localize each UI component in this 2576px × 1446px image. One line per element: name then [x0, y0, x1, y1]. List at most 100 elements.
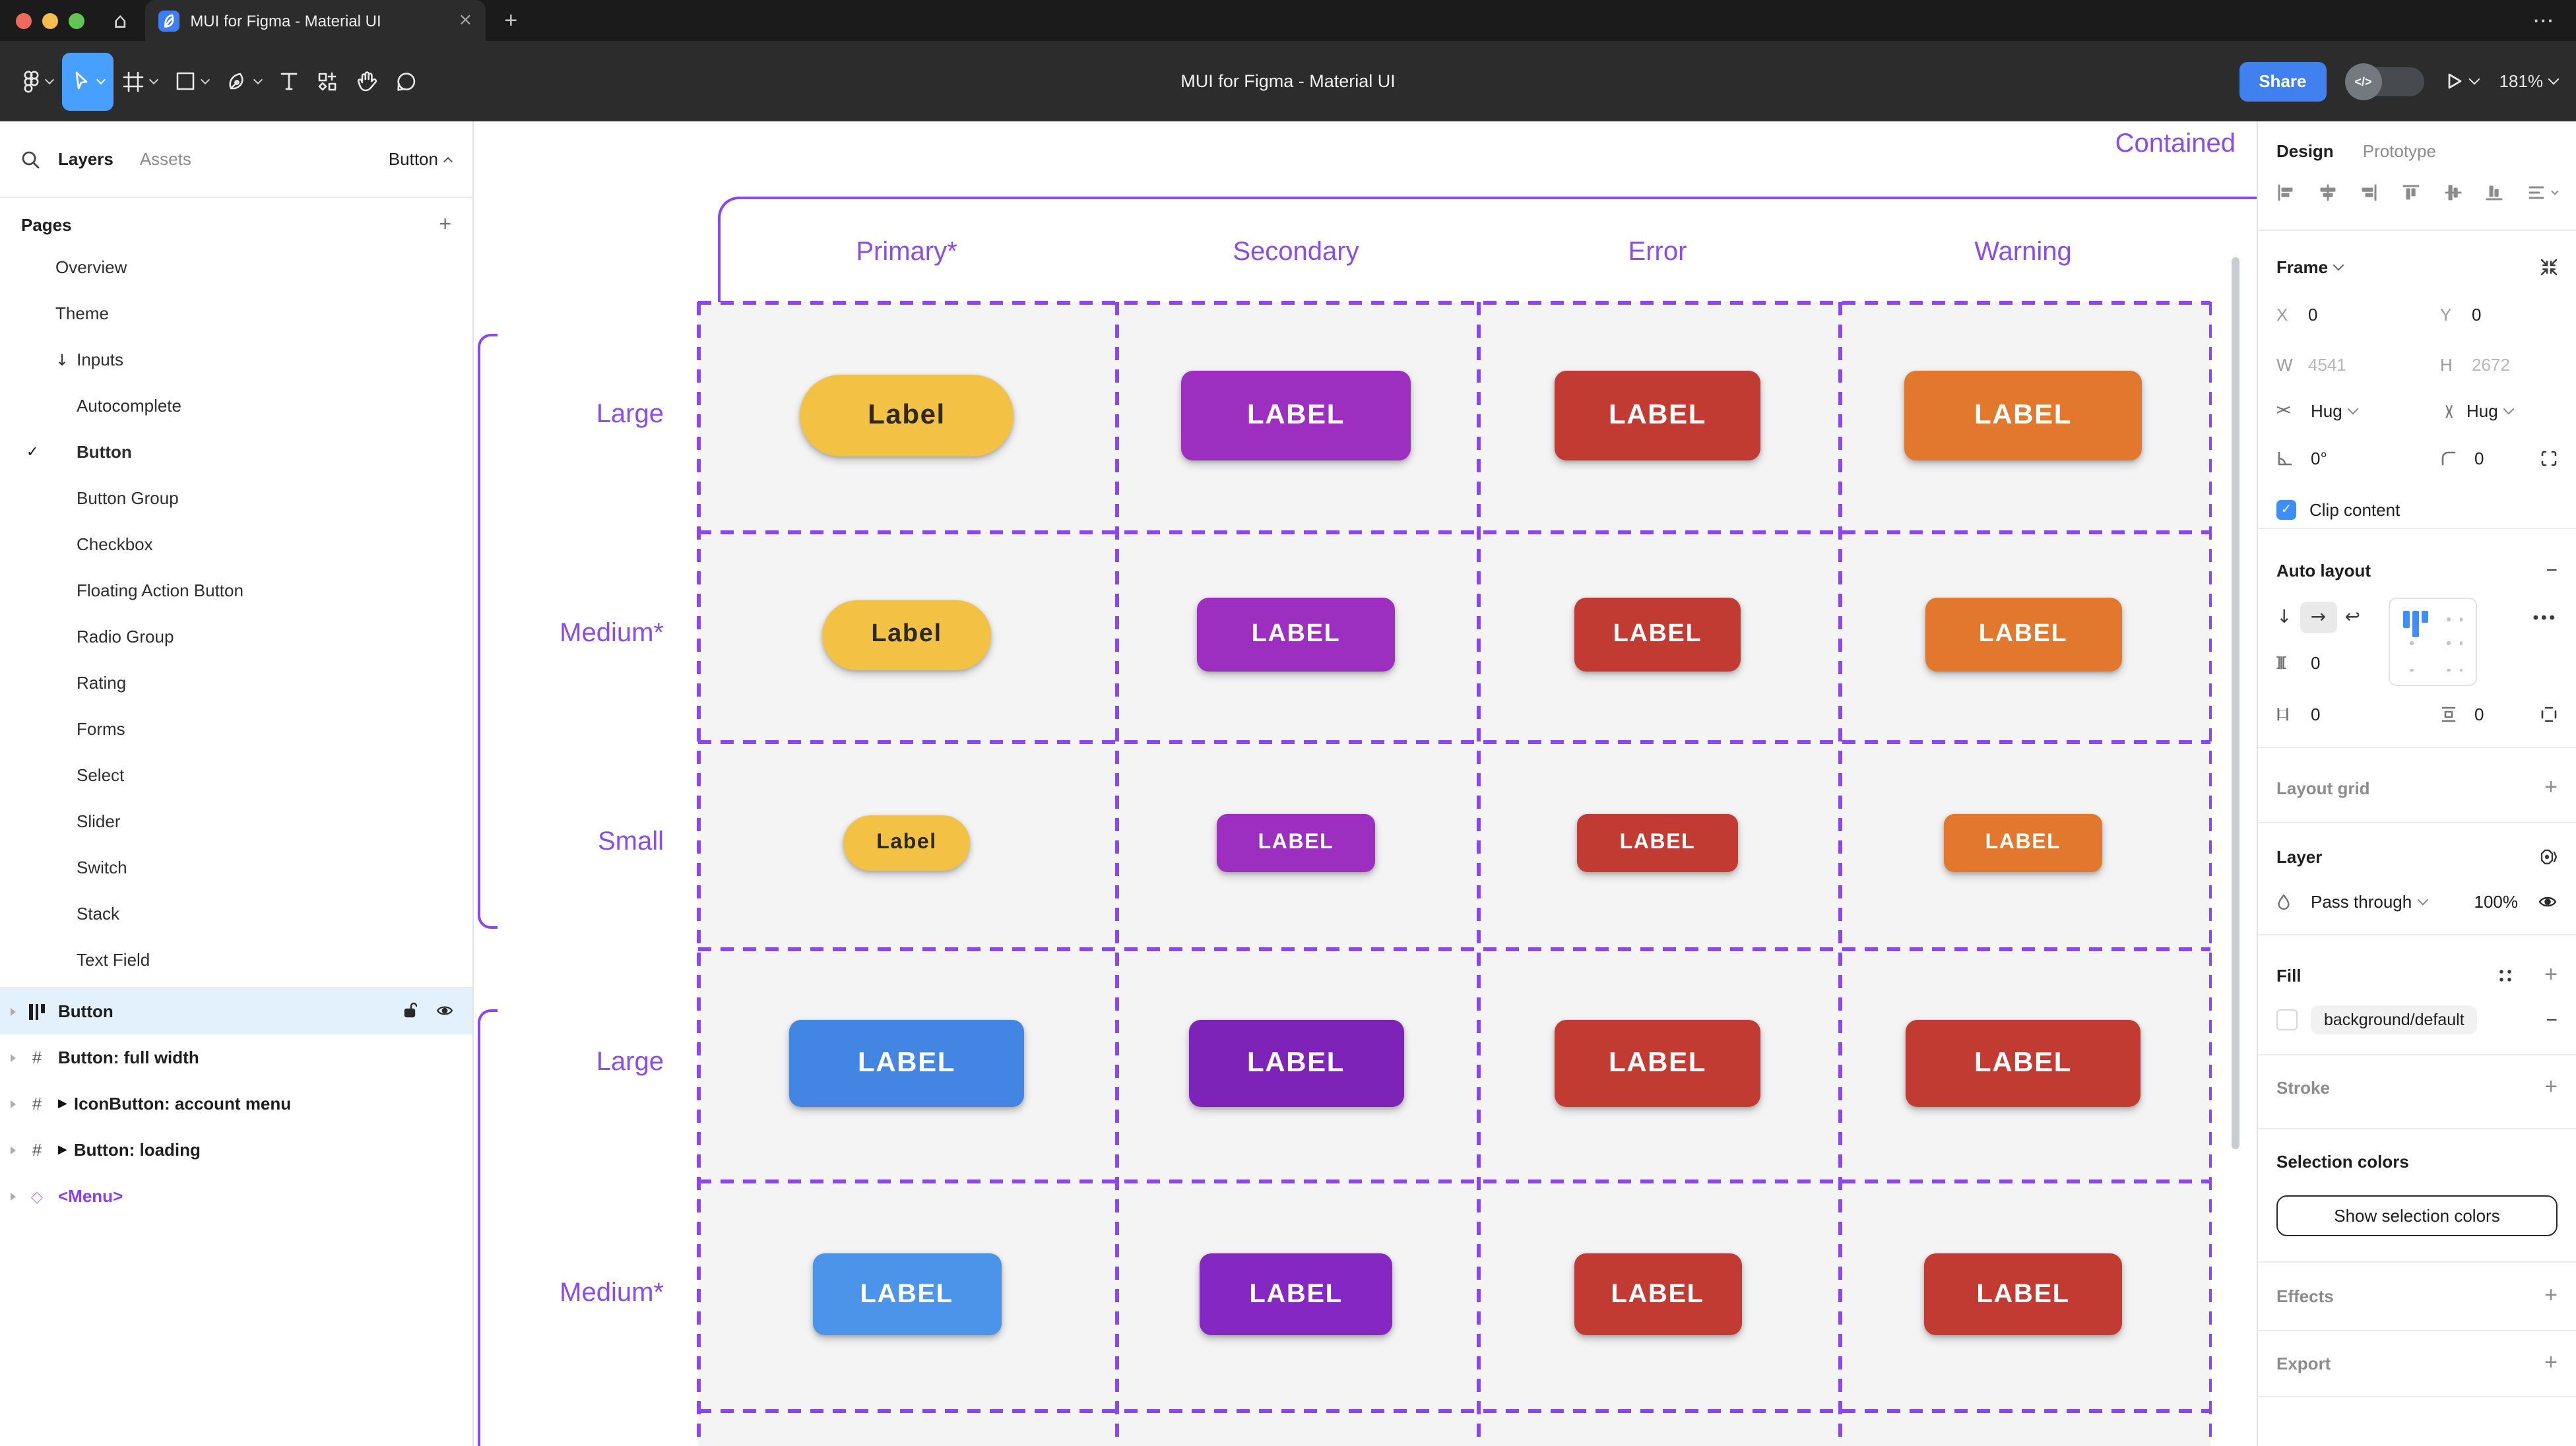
disclosure-triangle-icon[interactable]: [11, 1192, 16, 1200]
clip-content-checkbox[interactable]: ✓: [2276, 499, 2296, 519]
canvas-button-medium-warning[interactable]: LABEL: [1925, 598, 2121, 672]
align-bottom-icon[interactable]: [2486, 183, 2504, 202]
page-item-checkbox[interactable]: Checkbox: [0, 521, 472, 567]
x-input[interactable]: 0: [2308, 304, 2318, 324]
main-menu-button[interactable]: [13, 52, 62, 110]
canvas-button-small-warning[interactable]: LABEL: [1944, 814, 2102, 872]
auto-layout-more-icon[interactable]: •••: [2532, 608, 2558, 627]
fill-token-chip[interactable]: background/default: [2311, 1005, 2478, 1034]
blend-mode-icon[interactable]: [2538, 848, 2558, 865]
canvas-button-medium-primary[interactable]: LABEL: [812, 1253, 1001, 1335]
canvas-button-medium-error[interactable]: LABEL: [1574, 598, 1741, 672]
shape-tool[interactable]: [166, 52, 218, 110]
align-left-icon[interactable]: [2276, 183, 2295, 202]
zoom-menu[interactable]: 181%: [2499, 71, 2560, 91]
frame-tool-chevron[interactable]: [148, 74, 159, 84]
move-tool-chevron[interactable]: [96, 74, 106, 84]
page-item-text-field[interactable]: Text Field: [0, 937, 472, 983]
canvas-button-small-secondary[interactable]: LABEL: [1217, 814, 1375, 872]
present-button[interactable]: [2445, 71, 2480, 91]
y-input[interactable]: 0: [2472, 304, 2482, 324]
layer-visibility-eye-icon[interactable]: [2538, 894, 2558, 908]
search-icon[interactable]: [21, 150, 40, 168]
canvas-button-large-error[interactable]: LABEL: [1555, 371, 1760, 460]
disclosure-triangle-icon[interactable]: [11, 1007, 16, 1015]
align-vertical-center-icon[interactable]: [2443, 183, 2462, 202]
layer-row-button-full-width[interactable]: # Button: full width: [0, 1034, 472, 1081]
vertical-resizing-select[interactable]: Hug: [2466, 400, 2498, 420]
layer-row--menu-[interactable]: ◇ <Menu>: [0, 1173, 472, 1219]
visibility-eye-icon[interactable]: [435, 1001, 454, 1021]
hand-tool[interactable]: [347, 52, 387, 110]
opacity-input[interactable]: 100%: [2474, 891, 2519, 911]
canvas-button-large-error[interactable]: LABEL: [1555, 1020, 1760, 1107]
page-item-slider[interactable]: Slider: [0, 798, 472, 844]
tab-layers[interactable]: Layers: [58, 149, 113, 169]
page-item-switch[interactable]: Switch: [0, 844, 472, 891]
canvas-button-medium-primary[interactable]: Label: [822, 600, 991, 670]
canvas[interactable]: Contained Primary* Secondary Error Warning L…: [474, 121, 2257, 1446]
layout-wrap[interactable]: ↩: [2344, 607, 2360, 628]
horizontal-padding-input[interactable]: 0: [2311, 704, 2321, 724]
canvas-button-medium-secondary[interactable]: LABEL: [1200, 1253, 1392, 1335]
disclosure-triangle-icon[interactable]: [11, 1100, 16, 1108]
comment-tool[interactable]: [387, 52, 426, 110]
minimize-window-button[interactable]: [42, 13, 58, 28]
window-more-icon[interactable]: ···: [2534, 11, 2555, 30]
canvas-button-large-primary[interactable]: LABEL: [789, 1020, 1024, 1107]
home-icon[interactable]: ⌂: [113, 8, 127, 33]
page-item-rating[interactable]: Rating: [0, 660, 472, 706]
page-item-theme[interactable]: Theme: [0, 290, 472, 336]
add-fill-button[interactable]: +: [2544, 962, 2558, 987]
fill-styles-icon[interactable]: [2498, 968, 2513, 982]
layout-direction-right[interactable]: →: [2300, 602, 2337, 633]
page-item-overview[interactable]: Overview: [0, 244, 472, 290]
page-item-stack[interactable]: Stack: [0, 891, 472, 937]
collapse-arrow-icon[interactable]: ↓: [55, 350, 69, 369]
layout-direction-down[interactable]: ↓: [2276, 607, 2292, 628]
layer-row-button-loading[interactable]: # ▶ Button: loading: [0, 1127, 472, 1173]
close-window-button[interactable]: [16, 13, 32, 28]
blend-mode-select[interactable]: Pass through: [2311, 891, 2412, 911]
canvas-button-small-primary[interactable]: Label: [843, 815, 970, 871]
disclosure-triangle-icon[interactable]: [11, 1053, 16, 1061]
page-item-radio-group[interactable]: Radio Group: [0, 613, 472, 660]
canvas-button-large-warning[interactable]: LABEL: [1904, 371, 2142, 460]
frame-name-label[interactable]: Contained: [2115, 129, 2236, 158]
distribute-icon[interactable]: [2527, 183, 2559, 202]
page-item-select[interactable]: Select: [0, 752, 472, 798]
frame-section-title[interactable]: Frame: [2276, 257, 2329, 276]
shape-tool-chevron[interactable]: [200, 74, 210, 84]
gap-input[interactable]: 0: [2311, 652, 2321, 672]
align-right-icon[interactable]: [2360, 183, 2379, 202]
canvas-button-medium-warning[interactable]: LABEL: [1924, 1253, 2122, 1335]
canvas-scrollbar[interactable]: [2232, 257, 2239, 1149]
tab-prototype[interactable]: Prototype: [2362, 141, 2436, 160]
layer-row-iconbutton-account-menu[interactable]: # ▶ IconButton: account menu: [0, 1081, 472, 1127]
dev-mode-toggle[interactable]: </>: [2344, 63, 2424, 100]
document-tab[interactable]: MUI for Figma - Material UI ×: [145, 0, 486, 41]
canvas-button-small-error[interactable]: LABEL: [1577, 814, 1738, 872]
align-horizontal-center-icon[interactable]: [2318, 183, 2336, 202]
align-top-icon[interactable]: [2402, 183, 2420, 202]
text-tool[interactable]: [271, 52, 307, 110]
tab-design[interactable]: Design: [2276, 141, 2334, 160]
pen-tool[interactable]: [218, 52, 271, 110]
add-page-button[interactable]: +: [439, 213, 451, 236]
vertical-padding-input[interactable]: 0: [2474, 704, 2484, 724]
corner-radius-input[interactable]: 0: [2474, 448, 2484, 468]
alignment-pad[interactable]: [2389, 598, 2477, 686]
page-item-autocomplete[interactable]: Autocomplete: [0, 383, 472, 429]
traffic-lights[interactable]: [16, 13, 84, 28]
add-stroke-button[interactable]: +: [2544, 1074, 2558, 1099]
page-item-forms[interactable]: Forms: [0, 706, 472, 752]
fill-color-swatch[interactable]: [2276, 1009, 2298, 1030]
page-item-button-group[interactable]: Button Group: [0, 475, 472, 521]
share-button[interactable]: Share: [2239, 61, 2327, 101]
page-item-inputs[interactable]: ↓ Inputs: [0, 336, 472, 383]
remove-auto-layout-button[interactable]: −: [2546, 559, 2558, 581]
move-tool[interactable]: [62, 52, 113, 110]
canvas-button-large-primary[interactable]: Label: [800, 375, 1014, 456]
page-item-floating-action-button[interactable]: Floating Action Button: [0, 567, 472, 613]
independent-corners-icon[interactable]: [2540, 449, 2558, 466]
